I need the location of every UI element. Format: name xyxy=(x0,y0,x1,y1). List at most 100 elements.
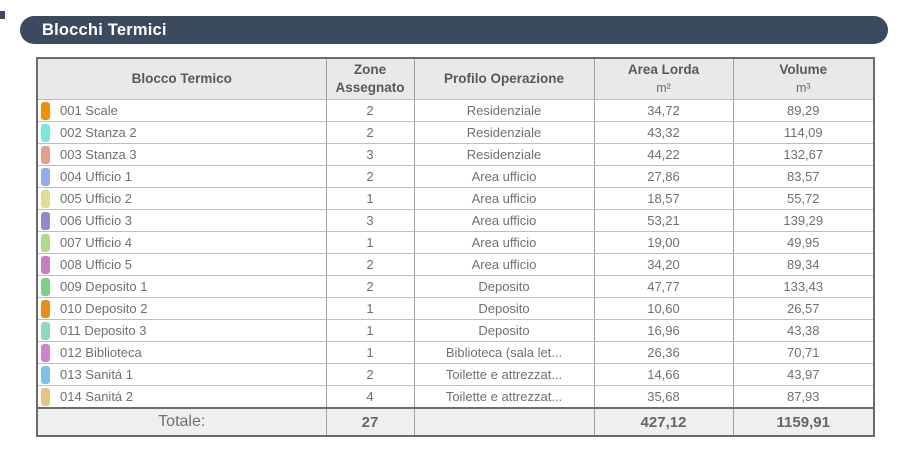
profile-cell: Area ufficio xyxy=(413,209,595,232)
block-name: 002 Stanza 2 xyxy=(60,125,137,140)
table-row[interactable]: 002 Stanza 2 2 Residenziale 43,32 114,09 xyxy=(36,121,875,144)
volume-cell: 43,97 xyxy=(732,363,875,386)
block-name: 013 Sanitá 1 xyxy=(60,367,134,382)
volume-cell: 83,57 xyxy=(732,165,875,188)
area-cell: 53,21 xyxy=(593,209,734,232)
zone-cell: 2 xyxy=(325,363,415,386)
table-row[interactable]: 005 Ufficio 2 1 Area ufficio 18,57 55,72 xyxy=(36,187,875,210)
area-cell: 44,22 xyxy=(593,143,734,166)
color-swatch xyxy=(41,167,50,186)
column-header-label: Area Lorda xyxy=(627,62,700,78)
area-cell: 19,00 xyxy=(593,231,734,254)
column-header-profilo-operazione[interactable]: Profilo Operazione xyxy=(413,57,595,100)
profile-cell: Area ufficio xyxy=(413,165,595,188)
table-row[interactable]: 014 Sanitá 2 4 Toilette e attrezzat... 3… xyxy=(36,385,875,409)
total-area: 427,12 xyxy=(593,407,734,437)
column-header-label: Volume xyxy=(779,62,828,78)
color-swatch xyxy=(41,255,50,274)
zone-cell: 3 xyxy=(325,143,415,166)
table-row[interactable]: 009 Deposito 1 2 Deposito 47,77 133,43 xyxy=(36,275,875,298)
zone-cell: 2 xyxy=(325,121,415,144)
color-swatch xyxy=(41,123,50,142)
profile-cell: Deposito xyxy=(413,319,595,342)
table-row[interactable]: 010 Deposito 2 1 Deposito 10,60 26,57 xyxy=(36,297,875,320)
column-header-area-lorda[interactable]: Area Lorda m² xyxy=(593,57,734,100)
color-swatch xyxy=(41,211,50,230)
area-cell: 16,96 xyxy=(593,319,734,342)
area-cell: 34,72 xyxy=(593,99,734,122)
zone-cell: 1 xyxy=(325,341,415,364)
table-header-row: Blocco Termico Zone Assegnato Profilo Op… xyxy=(36,57,875,100)
block-name: 006 Ufficio 3 xyxy=(60,213,133,228)
zone-cell: 1 xyxy=(325,187,415,210)
table-row[interactable]: 013 Sanitá 1 2 Toilette e attrezzat... 1… xyxy=(36,363,875,386)
volume-cell: 89,34 xyxy=(732,253,875,276)
area-cell: 34,20 xyxy=(593,253,734,276)
block-name: 001 Scale xyxy=(60,103,118,118)
table-row[interactable]: 004 Ufficio 1 2 Area ufficio 27,86 83,57 xyxy=(36,165,875,188)
color-swatch xyxy=(41,365,50,384)
color-swatch xyxy=(41,299,50,318)
block-name: 005 Ufficio 2 xyxy=(60,191,133,206)
thermal-blocks-table: Blocco Termico Zone Assegnato Profilo Op… xyxy=(36,57,875,437)
zone-cell: 1 xyxy=(325,231,415,254)
zone-cell: 4 xyxy=(325,385,415,409)
total-label: Totale: xyxy=(36,407,327,437)
table-row[interactable]: 012 Biblioteca 1 Biblioteca (sala let...… xyxy=(36,341,875,364)
volume-cell: 43,38 xyxy=(732,319,875,342)
column-header-volume[interactable]: Volume m³ xyxy=(732,57,875,100)
volume-cell: 70,71 xyxy=(732,341,875,364)
table-row[interactable]: 006 Ufficio 3 3 Area ufficio 53,21 139,2… xyxy=(36,209,875,232)
zone-cell: 2 xyxy=(325,99,415,122)
profile-cell: Biblioteca (sala let... xyxy=(413,341,595,364)
total-zones: 27 xyxy=(325,407,415,437)
color-swatch xyxy=(41,233,50,252)
total-profile-empty xyxy=(413,407,595,437)
volume-cell: 55,72 xyxy=(732,187,875,210)
area-cell: 14,66 xyxy=(593,363,734,386)
block-name: 011 Deposito 3 xyxy=(60,323,147,338)
block-name: 014 Sanitá 2 xyxy=(60,389,134,404)
zone-cell: 2 xyxy=(325,275,415,298)
block-name: 003 Stanza 3 xyxy=(60,147,137,162)
volume-cell: 133,43 xyxy=(732,275,875,298)
area-cell: 47,77 xyxy=(593,275,734,298)
color-swatch xyxy=(41,321,50,340)
table-row[interactable]: 001 Scale 2 Residenziale 34,72 89,29 xyxy=(36,99,875,122)
block-name: 010 Deposito 2 xyxy=(60,301,148,316)
block-name: 008 Ufficio 5 xyxy=(60,257,133,272)
column-header-unit: m³ xyxy=(795,80,811,95)
volume-cell: 132,67 xyxy=(732,143,875,166)
profile-cell: Area ufficio xyxy=(413,187,595,210)
block-name: 009 Deposito 1 xyxy=(60,279,148,294)
profile-cell: Residenziale xyxy=(413,143,595,166)
table-row[interactable]: 011 Deposito 3 1 Deposito 16,96 43,38 xyxy=(36,319,875,342)
volume-cell: 139,29 xyxy=(732,209,875,232)
area-cell: 27,86 xyxy=(593,165,734,188)
area-cell: 35,68 xyxy=(593,385,734,409)
profile-cell: Area ufficio xyxy=(413,253,595,276)
volume-cell: 89,29 xyxy=(732,99,875,122)
volume-cell: 26,57 xyxy=(732,297,875,320)
profile-cell: Toilette e attrezzat... xyxy=(413,363,595,386)
block-name: 012 Biblioteca xyxy=(60,345,142,360)
column-header-blocco-termico[interactable]: Blocco Termico xyxy=(36,57,327,100)
table-row[interactable]: 008 Ufficio 5 2 Area ufficio 34,20 89,34 xyxy=(36,253,875,276)
color-swatch xyxy=(41,387,50,406)
profile-cell: Toilette e attrezzat... xyxy=(413,385,595,409)
profile-cell: Residenziale xyxy=(413,99,595,122)
clipped-element-fragment xyxy=(0,11,5,19)
column-header-zone-assegnato[interactable]: Zone Assegnato xyxy=(325,57,415,100)
color-swatch xyxy=(41,343,50,362)
profile-cell: Deposito xyxy=(413,297,595,320)
color-swatch xyxy=(41,145,50,164)
profile-cell: Area ufficio xyxy=(413,231,595,254)
total-row: Totale: 27 427,12 1159,91 xyxy=(36,407,875,437)
color-swatch xyxy=(41,101,50,120)
area-cell: 10,60 xyxy=(593,297,734,320)
table-row[interactable]: 003 Stanza 3 3 Residenziale 44,22 132,67 xyxy=(36,143,875,166)
table-row[interactable]: 007 Ufficio 4 1 Area ufficio 19,00 49,95 xyxy=(36,231,875,254)
block-name: 004 Ufficio 1 xyxy=(60,169,133,184)
color-swatch xyxy=(41,189,50,208)
